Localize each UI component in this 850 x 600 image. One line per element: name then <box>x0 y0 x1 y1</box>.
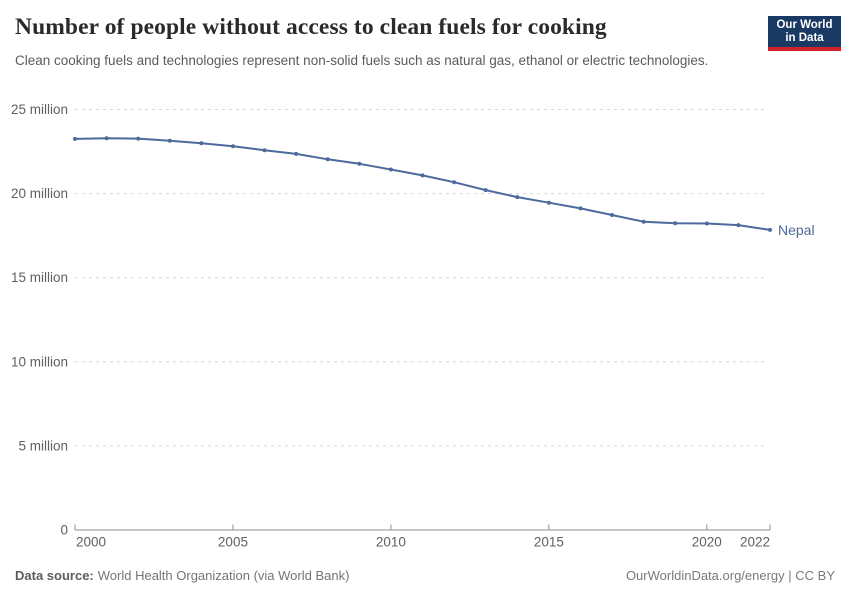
owid-license-link[interactable]: OurWorldinData.org/energy | CC BY <box>625 568 835 583</box>
x-axis-tick-label: 2022 <box>740 535 770 550</box>
data-point[interactable] <box>231 144 235 149</box>
x-axis-tick-label: 2000 <box>76 535 106 550</box>
data-point[interactable] <box>641 219 646 224</box>
chart-title: Number of people without access to clean… <box>15 14 607 40</box>
data-point[interactable] <box>673 221 678 226</box>
data-point[interactable] <box>736 223 741 228</box>
data-point[interactable] <box>420 173 425 178</box>
data-point[interactable] <box>73 136 77 141</box>
data-point[interactable] <box>325 157 330 162</box>
data-point[interactable] <box>578 206 583 211</box>
data-point[interactable] <box>136 136 141 141</box>
x-axis-tick-label: 2010 <box>376 535 406 550</box>
data-point[interactable] <box>610 213 614 217</box>
data-point[interactable] <box>104 136 109 141</box>
data-point[interactable] <box>452 180 457 185</box>
data-point[interactable] <box>515 195 520 200</box>
data-source-text: World Health Organization (via World Ban… <box>97 568 350 583</box>
y-axis-tick-label: 5 million <box>18 438 68 453</box>
data-point[interactable] <box>357 161 362 166</box>
chart-footer: Data source: World Health Organization (v… <box>15 568 835 583</box>
x-axis-tick-label: 2020 <box>692 535 722 550</box>
data-source-label: Data source: <box>15 568 94 583</box>
y-axis-tick-label: 0 <box>60 523 68 538</box>
series-entity-label[interactable]: Nepal <box>778 222 815 238</box>
x-axis-tick-label: 2015 <box>534 535 564 550</box>
y-axis-tick-label: 20 million <box>11 186 68 201</box>
y-axis-tick-label: 15 million <box>11 270 68 285</box>
owid-logo: Our World in Data <box>768 16 841 51</box>
data-point[interactable] <box>199 141 204 146</box>
data-point[interactable] <box>167 138 172 143</box>
chart-subtitle: Clean cooking fuels and technologies rep… <box>15 53 709 68</box>
data-point[interactable] <box>388 167 393 172</box>
data-point[interactable] <box>483 188 488 193</box>
owid-logo-line2: in Data <box>785 31 824 44</box>
data-point[interactable] <box>294 151 299 156</box>
x-axis-tick-label: 2005 <box>218 535 248 550</box>
data-source: Data source: World Health Organization (v… <box>15 568 349 583</box>
data-point[interactable] <box>546 200 551 205</box>
data-point[interactable] <box>704 221 709 226</box>
y-axis-tick-label: 25 million <box>11 102 68 117</box>
data-point[interactable] <box>262 148 267 153</box>
owid-logo-line1: Our World <box>776 18 833 31</box>
data-point[interactable] <box>768 227 772 232</box>
line-series[interactable] <box>74 137 771 231</box>
y-axis-tick-label: 10 million <box>11 354 68 369</box>
